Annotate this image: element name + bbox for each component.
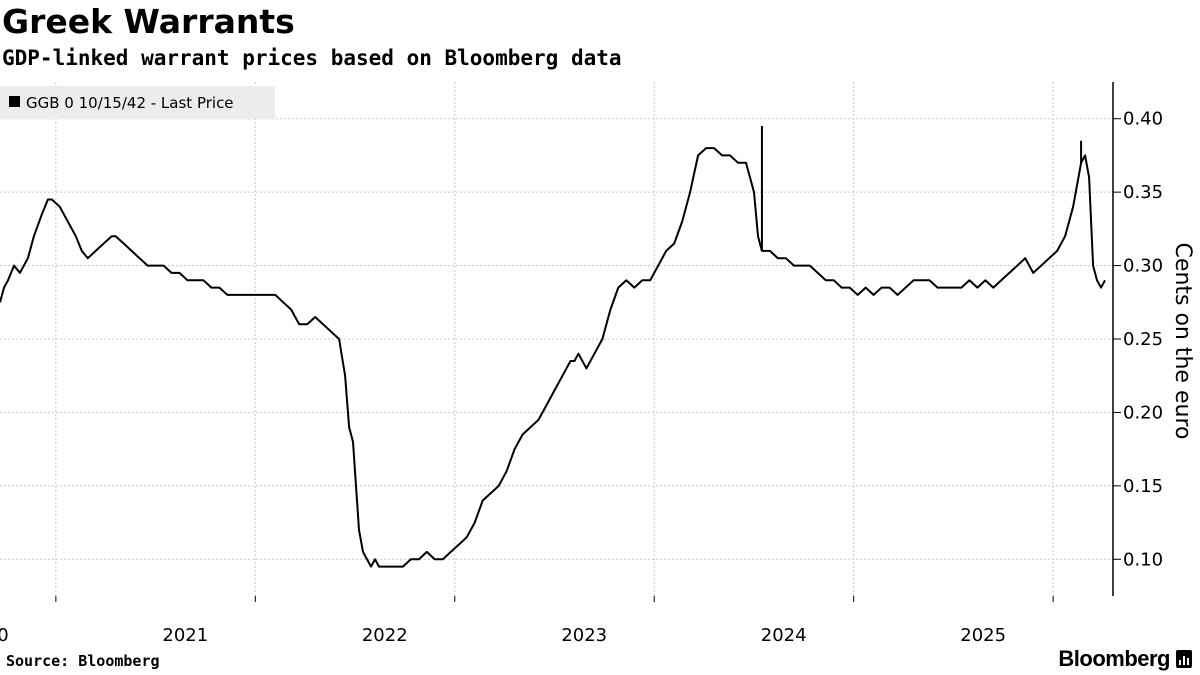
- x-axis-ticks: 2020 2021 2022 2023 2024 2025: [0, 596, 1054, 646]
- y-axis-title: Cents on the euro: [1170, 243, 1195, 440]
- source-note: Source: Bloomberg: [6, 652, 160, 670]
- legend-swatch: [9, 96, 20, 107]
- bloomberg-brand: Bloomberg: [1058, 646, 1192, 672]
- x-tick-label: 2021: [162, 625, 208, 646]
- series-line-ggb: [0, 147, 1106, 568]
- horizontal-gridlines: [0, 118, 1113, 560]
- y-axis-ticks: 0.10 0.15 0.20 0.25 0.30 0.35 0.40: [1113, 109, 1163, 570]
- y-tick-label: 0.10: [1123, 549, 1163, 570]
- x-tick-label: 2020: [0, 625, 9, 646]
- legend-background: [0, 86, 275, 119]
- x-tick-label: 2023: [561, 625, 607, 646]
- y-tick-label: 0.20: [1123, 402, 1163, 423]
- y-tick-label: 0.15: [1123, 476, 1163, 497]
- price-spikes: [760, 126, 1083, 251]
- y-tick-label: 0.25: [1123, 329, 1163, 350]
- y-tick-label: 0.40: [1123, 109, 1163, 130]
- legend-label: GGB 0 10/15/42 - Last Price: [26, 94, 234, 112]
- chart-title: Greek Warrants: [2, 2, 295, 41]
- chart-subtitle: GDP-linked warrant prices based on Bloom…: [2, 46, 622, 70]
- legend: GGB 0 10/15/42 - Last Price: [0, 86, 275, 119]
- bloomberg-chart-icon: [1176, 650, 1192, 668]
- y-tick-label: 0.30: [1123, 256, 1163, 277]
- x-tick-label: 2022: [362, 625, 408, 646]
- brand-wordmark: Bloomberg: [1058, 646, 1170, 671]
- x-tick-label: 2024: [761, 625, 807, 646]
- x-tick-label: 2025: [960, 625, 1006, 646]
- y-tick-label: 0.35: [1123, 182, 1163, 203]
